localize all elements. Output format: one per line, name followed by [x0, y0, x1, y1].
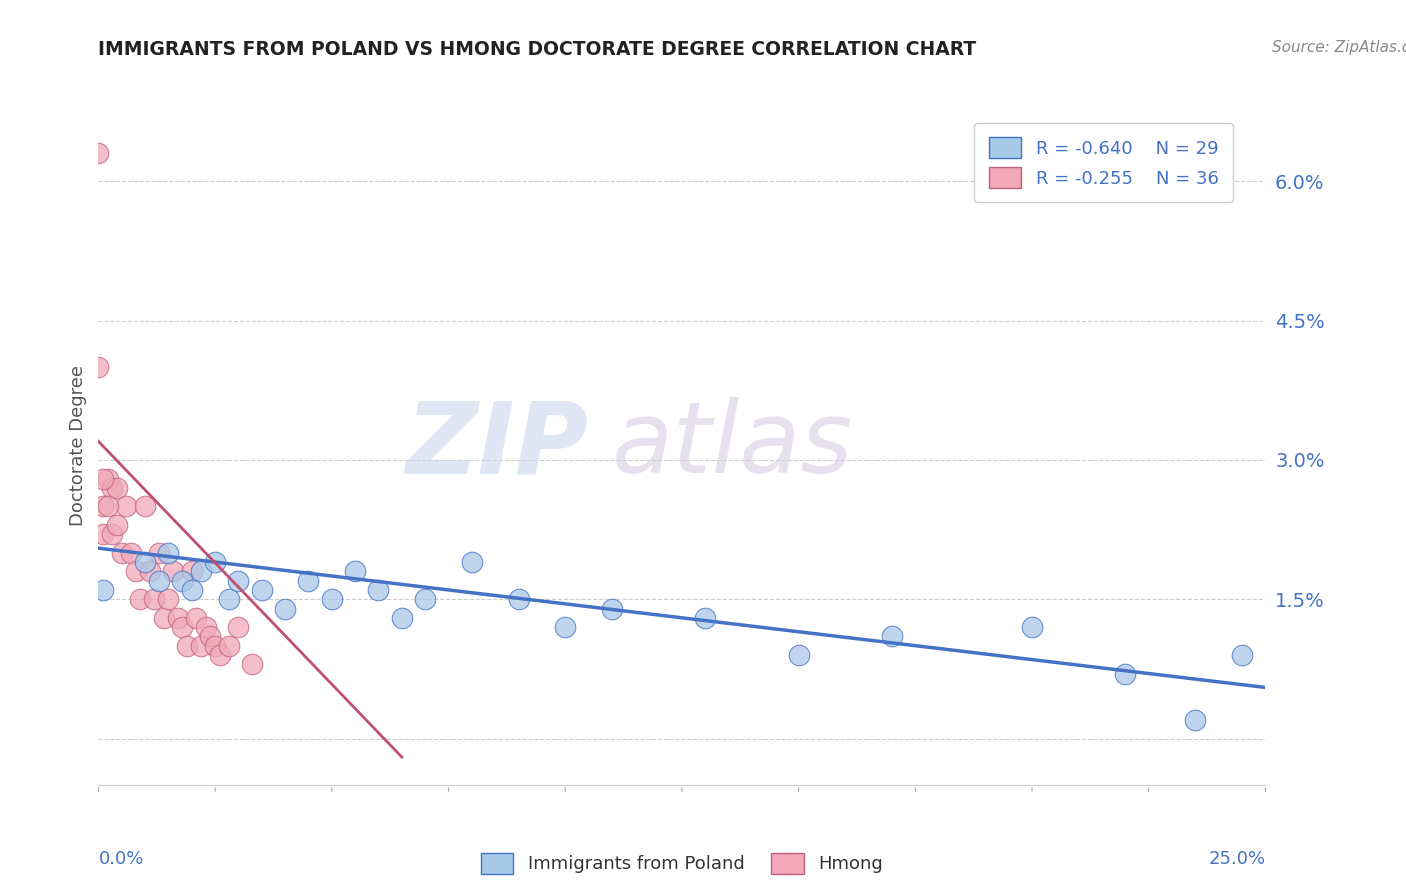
Point	[218, 592, 240, 607]
Point	[91, 582, 114, 597]
Point	[105, 517, 128, 532]
Point	[218, 639, 240, 653]
Point	[554, 620, 576, 634]
Point	[695, 611, 717, 625]
Point	[297, 574, 319, 588]
Point	[228, 620, 250, 634]
Point	[344, 565, 367, 579]
Point	[134, 500, 156, 514]
Point	[600, 601, 623, 615]
Point	[180, 565, 202, 579]
Point	[115, 500, 138, 514]
Point	[148, 574, 170, 588]
Point	[391, 611, 413, 625]
Point	[148, 546, 170, 560]
Point	[91, 471, 114, 485]
Point	[208, 648, 231, 662]
Point	[200, 629, 222, 643]
Text: ZIP: ZIP	[405, 398, 589, 494]
Point	[228, 574, 250, 588]
Point	[180, 582, 202, 597]
Point	[172, 620, 194, 634]
Point	[242, 657, 264, 672]
Point	[194, 620, 217, 634]
Point	[413, 592, 436, 607]
Point	[204, 639, 226, 653]
Point	[186, 611, 208, 625]
Point	[1114, 666, 1136, 681]
Point	[190, 639, 212, 653]
Point	[880, 629, 903, 643]
Point	[97, 471, 120, 485]
Point	[125, 565, 148, 579]
Point	[101, 481, 124, 495]
Point	[367, 582, 389, 597]
Point	[321, 592, 343, 607]
Point	[204, 555, 226, 569]
Point	[91, 527, 114, 541]
Point	[134, 555, 156, 569]
Point	[87, 360, 110, 375]
Point	[274, 601, 297, 615]
Point	[176, 639, 198, 653]
Point	[1021, 620, 1043, 634]
Point	[190, 565, 212, 579]
Legend: Immigrants from Poland, Hmong: Immigrants from Poland, Hmong	[474, 846, 890, 881]
Text: atlas: atlas	[612, 398, 853, 494]
Text: IMMIGRANTS FROM POLAND VS HMONG DOCTORATE DEGREE CORRELATION CHART: IMMIGRANTS FROM POLAND VS HMONG DOCTORAT…	[98, 40, 977, 59]
Point	[120, 546, 142, 560]
Point	[111, 546, 134, 560]
Point	[105, 481, 128, 495]
Point	[87, 146, 110, 161]
Point	[129, 592, 152, 607]
Point	[166, 611, 188, 625]
Point	[787, 648, 810, 662]
Point	[157, 546, 180, 560]
Point	[101, 527, 124, 541]
Point	[508, 592, 530, 607]
Point	[461, 555, 484, 569]
Text: Source: ZipAtlas.com: Source: ZipAtlas.com	[1272, 40, 1406, 55]
Text: 0.0%: 0.0%	[98, 850, 143, 868]
Point	[250, 582, 273, 597]
Point	[97, 500, 120, 514]
Point	[1230, 648, 1253, 662]
Point	[139, 565, 162, 579]
Point	[162, 565, 184, 579]
Point	[152, 611, 174, 625]
Point	[143, 592, 166, 607]
Point	[172, 574, 194, 588]
Point	[91, 500, 114, 514]
Y-axis label: Doctorate Degree: Doctorate Degree	[69, 366, 87, 526]
Text: 25.0%: 25.0%	[1208, 850, 1265, 868]
Point	[157, 592, 180, 607]
Point	[1184, 713, 1206, 727]
